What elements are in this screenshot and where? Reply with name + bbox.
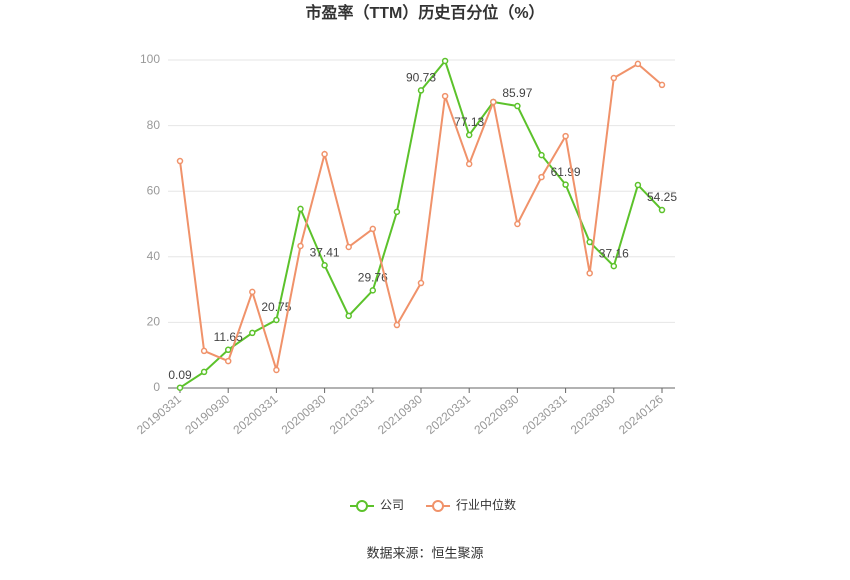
point (393, 321, 401, 329)
line (179, 62, 663, 371)
point (538, 173, 545, 181)
x-tick-label: 20190331 (134, 392, 184, 437)
point (224, 357, 232, 365)
x-tick-label: 20200930 (279, 392, 329, 437)
y-tick-label: 0 (153, 380, 160, 394)
point (224, 346, 232, 354)
point (249, 329, 256, 337)
legend-marker (356, 500, 368, 512)
point (562, 132, 569, 140)
point (441, 92, 449, 100)
point (273, 366, 280, 374)
data-label: 90.73 (406, 71, 436, 85)
x-tick-label: 20220331 (423, 392, 473, 437)
point (297, 205, 304, 213)
chart-title: 市盈率（TTM）历史百分位（%） (305, 3, 544, 22)
data-label: 54.25 (647, 190, 677, 204)
point (369, 225, 377, 233)
point (297, 242, 304, 250)
point (465, 160, 473, 168)
legend-marker (432, 500, 445, 512)
point (200, 347, 208, 355)
point (586, 238, 593, 246)
point (586, 269, 593, 277)
x-tick-label: 20200331 (230, 392, 280, 437)
point (658, 81, 666, 89)
y-tick-label: 100 (140, 52, 160, 66)
point (490, 98, 497, 106)
point (345, 312, 352, 320)
y-tick-label: 20 (147, 315, 161, 329)
data-label: 61.99 (551, 165, 581, 179)
point (417, 87, 425, 94)
point (634, 60, 642, 68)
x-tick-label: 20210930 (375, 392, 425, 437)
point (249, 288, 256, 296)
x-tick-label: 20210331 (327, 392, 377, 437)
point (441, 57, 449, 65)
x-tick-label: 20190930 (182, 392, 232, 437)
legend-label: 公司 (380, 498, 404, 512)
point (369, 287, 377, 294)
point (562, 181, 569, 188)
legend-label: 行业中位数 (456, 497, 516, 512)
y-tick-label: 40 (147, 249, 161, 263)
x-tick-label: 20220930 (471, 392, 521, 437)
data-label: 37.41 (310, 245, 340, 259)
point (538, 151, 545, 159)
point (417, 279, 425, 287)
x-tick-label: 20240126 (616, 392, 666, 437)
y-tick-label: 80 (147, 118, 161, 132)
point (321, 262, 328, 269)
data-label: 20.75 (261, 300, 291, 314)
point (200, 368, 208, 376)
point (176, 384, 184, 391)
point (321, 150, 328, 158)
point (176, 157, 184, 165)
point (514, 102, 521, 110)
point (658, 206, 666, 214)
data-label: 0.09 (168, 368, 192, 382)
point (634, 181, 642, 189)
data-label: 85.97 (502, 86, 532, 100)
point (610, 262, 618, 270)
point (273, 316, 280, 324)
line (179, 58, 663, 389)
y-tick-label: 60 (147, 183, 161, 197)
data-label: 37.16 (599, 246, 629, 260)
point (610, 74, 618, 82)
x-tick-label: 20230930 (568, 392, 618, 437)
point (465, 131, 473, 139)
x-tick-label: 20230331 (520, 392, 570, 437)
data-label: 29.76 (358, 271, 388, 285)
data-label: 77.13 (454, 115, 484, 129)
point (345, 243, 352, 251)
point (514, 220, 521, 228)
source: 数据来源：恒生聚源 (366, 545, 483, 560)
point (393, 208, 401, 216)
